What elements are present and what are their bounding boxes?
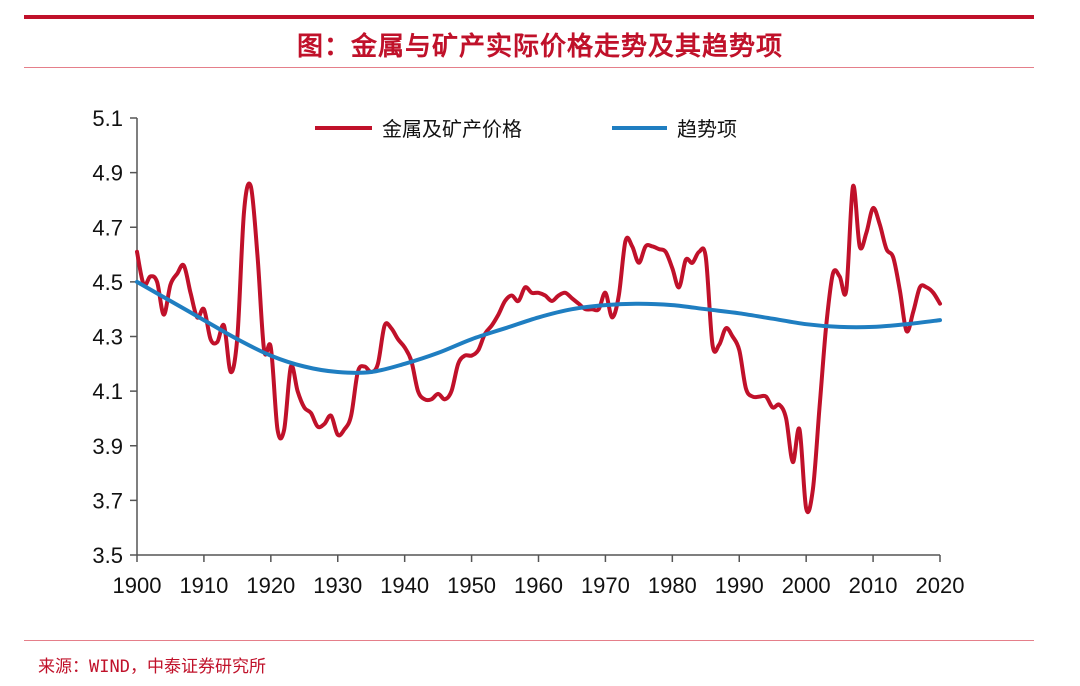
footer-divider	[24, 640, 1034, 641]
line-chart: 3.5 3.7 3.9 4.1 4.3 4.5 4.7 4.9 5.1 1900 1910 1920 1…	[92, 106, 964, 598]
y-tick-label: 3.7	[92, 488, 123, 513]
y-tick-label: 4.7	[92, 215, 123, 240]
source-note: 来源：WIND，中泰证券研究所	[38, 657, 266, 677]
chart-legend: 金属及矿产价格 趋势项	[315, 117, 737, 141]
chart-title: 图：金属与矿产实际价格走势及其趋势项	[296, 32, 783, 62]
x-tick-label: 1900	[113, 573, 162, 598]
title-divider	[24, 67, 1034, 68]
series-line-trend	[135, 279, 942, 375]
x-tick-label: 2010	[849, 573, 898, 598]
x-tick-label: 1910	[179, 573, 228, 598]
x-tick-label: 1930	[313, 573, 362, 598]
legend-label-trend: 趋势项	[677, 117, 737, 141]
top-rule	[24, 15, 1034, 19]
x-tick-label: 1960	[514, 573, 563, 598]
y-tick-label: 4.1	[92, 379, 123, 404]
y-tick-label: 3.9	[92, 434, 123, 459]
chart-series	[135, 181, 942, 515]
series-line-price	[135, 181, 942, 515]
x-tick-label: 2000	[782, 573, 831, 598]
x-tick-label: 1940	[380, 573, 429, 598]
chart-axes: 3.5 3.7 3.9 4.1 4.3 4.5 4.7 4.9 5.1 1900 1910 1920 1…	[92, 106, 964, 598]
x-tick-label: 1950	[447, 573, 496, 598]
y-tick-label: 4.5	[92, 270, 123, 295]
x-tick-label: 2020	[916, 573, 965, 598]
y-tick-label: 4.9	[92, 161, 123, 186]
x-tick-label: 1980	[648, 573, 697, 598]
y-tick-label: 5.1	[92, 106, 123, 131]
y-tick-label: 4.3	[92, 325, 123, 350]
x-tick-label: 1990	[715, 573, 764, 598]
x-tick-label: 1970	[581, 573, 630, 598]
x-tick-label: 1920	[246, 573, 295, 598]
y-tick-label: 3.5	[92, 543, 123, 568]
legend-label-price: 金属及矿产价格	[382, 117, 522, 141]
